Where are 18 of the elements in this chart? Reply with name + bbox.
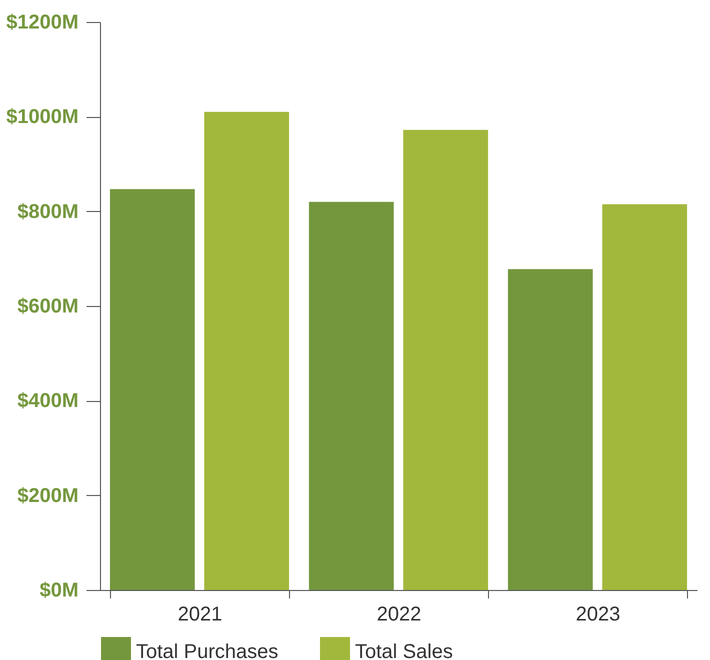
legend-label: Total Sales (355, 641, 453, 660)
y-tick-label: $600M (17, 296, 78, 318)
x-tick-label: 2021 (178, 604, 222, 626)
bar (602, 204, 688, 590)
y-tick-label: $1000M (6, 106, 78, 128)
bar (110, 189, 195, 590)
bar (403, 130, 488, 590)
y-tick-label: $1200M (6, 12, 78, 34)
bar (204, 112, 290, 590)
y-tick-label: $0M (40, 580, 78, 602)
y-tick-label: $400M (17, 390, 78, 412)
y-tick-label: $800M (17, 200, 78, 223)
legend-label: Total Purchases (136, 641, 278, 660)
y-tick-label: $200M (17, 484, 78, 507)
bar (508, 269, 593, 590)
x-tick-label: 2023 (576, 604, 620, 626)
bar (308, 202, 394, 590)
x-tick-label: 2022 (376, 604, 422, 626)
